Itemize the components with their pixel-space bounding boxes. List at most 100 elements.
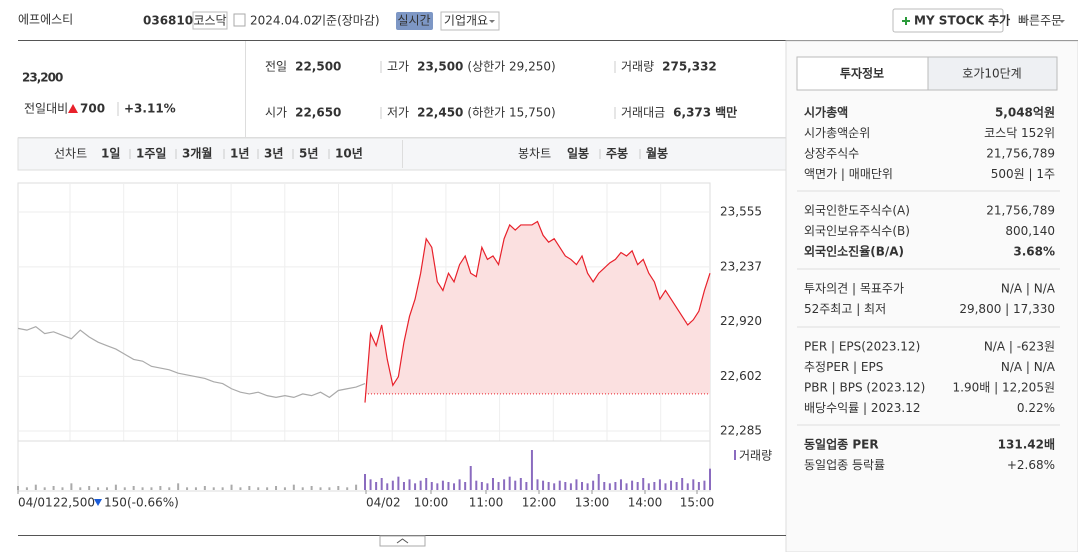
volume-bar bbox=[553, 483, 556, 490]
volume-bar bbox=[328, 487, 331, 490]
info-value: 코스닥 152위 bbox=[984, 126, 1055, 140]
collapse-button[interactable] bbox=[379, 535, 426, 547]
volume-bar bbox=[542, 480, 545, 490]
mystock[interactable]: MY STOCK 추가 bbox=[914, 13, 1010, 28]
volume-bar bbox=[221, 487, 224, 490]
quote-value: 22,650 bbox=[295, 106, 341, 120]
tab-label: 선차트 bbox=[54, 147, 87, 161]
volume-bar bbox=[597, 474, 600, 490]
period-tab[interactable]: 1일 bbox=[101, 147, 120, 161]
quote-note: (하한가 15,750) bbox=[467, 106, 555, 120]
volume-bar bbox=[508, 476, 511, 490]
x-tick-label: 13:00 bbox=[575, 496, 610, 510]
volume-bar bbox=[150, 487, 153, 490]
info-value: +2.68% bbox=[1007, 458, 1055, 472]
volume-bar bbox=[123, 487, 126, 490]
volume-bar bbox=[425, 478, 428, 490]
volume-bar bbox=[581, 482, 584, 490]
volume-bar bbox=[248, 486, 251, 490]
volume-bar bbox=[631, 480, 634, 490]
info-label: 52주최고 | 최저 bbox=[804, 302, 886, 316]
quote-unit: 백만 bbox=[715, 105, 737, 120]
volume-bar bbox=[697, 482, 700, 490]
x-tick-label: 11:00 bbox=[469, 496, 504, 510]
info-value: 800,140 bbox=[1005, 224, 1055, 238]
info-tab-label[interactable]: 호가10단계 bbox=[962, 67, 1021, 81]
info-label: 배당수익률 | 2023.12 bbox=[804, 401, 921, 415]
quote-label: 전일 bbox=[265, 60, 287, 74]
company-badge[interactable] bbox=[440, 11, 500, 31]
info-tab-label[interactable]: 투자정보 bbox=[840, 66, 884, 81]
volume-bar bbox=[17, 486, 19, 490]
info-value: 1.90배 | 12,205원 bbox=[953, 381, 1055, 395]
volume-bar bbox=[497, 482, 500, 490]
period-tab[interactable]: 10년 bbox=[335, 147, 363, 161]
period-tab[interactable]: 1주일 bbox=[136, 147, 166, 161]
info-tab[interactable] bbox=[796, 56, 929, 91]
volume-bar bbox=[586, 483, 589, 490]
period-tab[interactable]: 3년 bbox=[264, 147, 283, 161]
volume-bar bbox=[480, 482, 483, 490]
volume-bar bbox=[61, 487, 64, 490]
info-value: N/A | N/A bbox=[1001, 360, 1056, 374]
volume-bar bbox=[458, 479, 461, 490]
quote-label: 거래대금 bbox=[621, 106, 665, 120]
y-tick-label: 23,555 bbox=[720, 205, 762, 219]
volume-bar bbox=[369, 479, 372, 490]
volume-bar bbox=[692, 479, 695, 490]
mystock-button[interactable] bbox=[892, 8, 1004, 33]
quote-value: 22,450 bbox=[417, 106, 463, 120]
volume-bar bbox=[625, 483, 628, 490]
volume-bar bbox=[177, 483, 180, 490]
order[interactable]: 빠른주문 bbox=[1018, 14, 1062, 28]
info-tab[interactable] bbox=[927, 56, 1058, 91]
down-icon bbox=[94, 499, 102, 506]
volume-bar bbox=[464, 482, 467, 490]
volume-bar bbox=[636, 482, 639, 490]
volume-bar bbox=[603, 482, 606, 490]
realtime[interactable]: 실시간 bbox=[397, 14, 430, 28]
volume-bar bbox=[469, 466, 472, 490]
volume-bar bbox=[564, 482, 567, 490]
volume-bar bbox=[703, 480, 706, 490]
basis: 기준(장마감) bbox=[315, 14, 380, 28]
area bbox=[365, 221, 710, 403]
stock-name: 에프에스티 bbox=[18, 13, 73, 27]
collapse-icon bbox=[396, 538, 409, 544]
current-price: 23,200 bbox=[22, 71, 63, 85]
quote-value: 275,332 bbox=[662, 60, 717, 74]
info-label: 동일업종 등락률 bbox=[804, 458, 885, 472]
change: 700 bbox=[80, 102, 105, 116]
stock-code: 036810 bbox=[143, 14, 193, 28]
volume-bar bbox=[642, 478, 645, 490]
info-value: 29,800 | 17,330 bbox=[959, 302, 1055, 316]
quote-label: 거래량 bbox=[621, 60, 654, 74]
info-label: 동일업종 PER bbox=[804, 438, 879, 452]
volume-bar bbox=[168, 487, 171, 490]
quote-value: 22,500 bbox=[295, 60, 341, 74]
volume-bar bbox=[266, 487, 269, 490]
volume-bar bbox=[397, 476, 400, 490]
volume-bar bbox=[653, 482, 656, 490]
candle-tab[interactable]: 일봉 bbox=[567, 147, 589, 161]
candle-tab[interactable]: 월봉 bbox=[646, 146, 668, 161]
price-line bbox=[17, 325, 366, 399]
volume-legend-mark bbox=[734, 450, 736, 460]
volume-bar bbox=[132, 486, 135, 490]
period-tab[interactable]: 1년 bbox=[230, 147, 249, 161]
volume-bar bbox=[514, 480, 517, 490]
footer-rate: (-0.66%) bbox=[127, 496, 179, 510]
volume-bar bbox=[408, 479, 411, 490]
volume-bar bbox=[686, 483, 689, 490]
volume-bar bbox=[647, 483, 650, 490]
period-tab[interactable]: 3개월 bbox=[182, 146, 212, 161]
quote-label: 저가 bbox=[387, 106, 409, 120]
volume-bar bbox=[230, 484, 233, 490]
company[interactable]: 기업개요 bbox=[444, 14, 488, 28]
period-tab[interactable]: 5년 bbox=[299, 147, 318, 161]
candle-tab[interactable]: 주봉 bbox=[606, 147, 628, 161]
volume-bar bbox=[614, 482, 617, 490]
info-value: 0.22% bbox=[1017, 401, 1055, 415]
footer-close: 22,500 bbox=[53, 496, 95, 510]
info-value: 5,048억원 bbox=[995, 106, 1055, 120]
